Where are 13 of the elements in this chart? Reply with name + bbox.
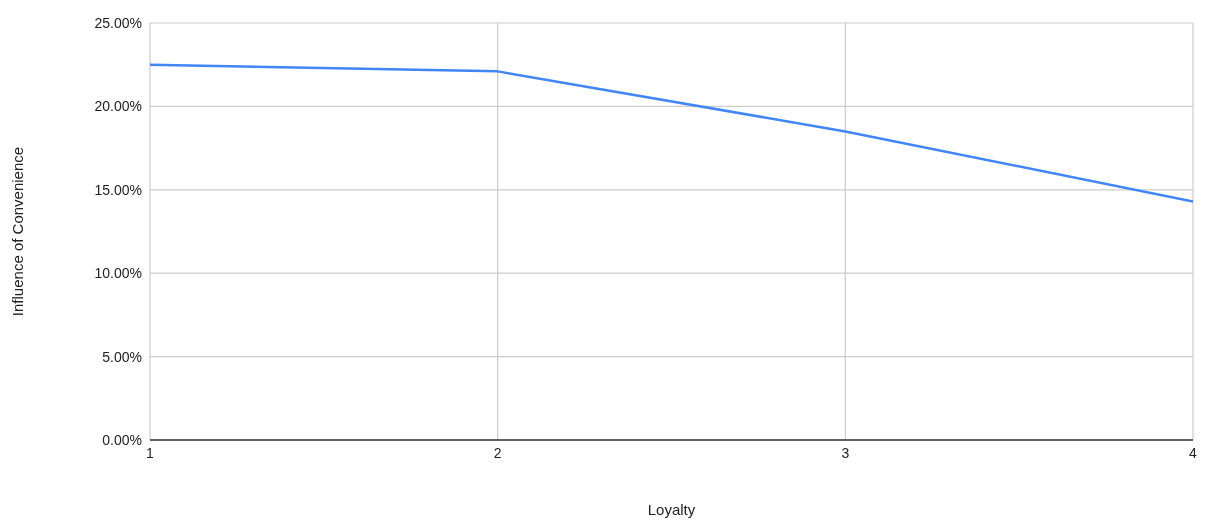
y-axis-title: Influence of Convenience — [9, 146, 27, 317]
x-tick-label: 4 — [1189, 444, 1198, 461]
y-tick-label: 5.00% — [102, 348, 142, 365]
line-series — [150, 63, 1193, 203]
x-tick-label: 3 — [841, 444, 850, 461]
y-tick-label: 20.00% — [94, 98, 142, 115]
x-axis-title: Loyalty — [647, 501, 696, 518]
x-tick-label: 1 — [146, 444, 155, 461]
y-tick-label: 25.00% — [94, 14, 142, 31]
y-tick-label: 10.00% — [94, 265, 142, 282]
y-tick-label: 15.00% — [94, 181, 142, 198]
x-tick-label: 2 — [493, 444, 502, 461]
y-tick-label: 0.00% — [102, 431, 142, 448]
